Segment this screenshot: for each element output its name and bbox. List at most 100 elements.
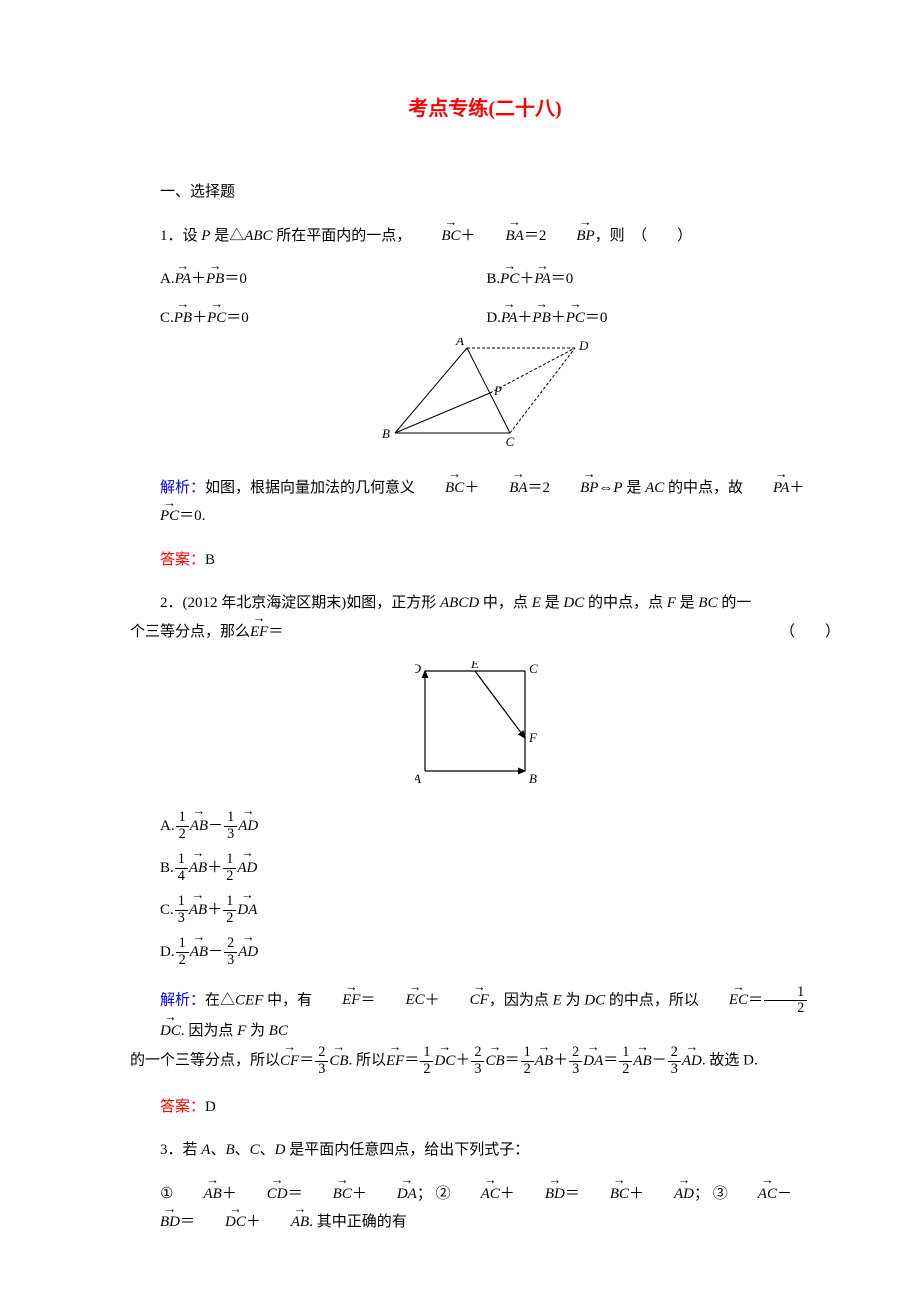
vec: PB — [532, 304, 550, 333]
var: B — [225, 1142, 234, 1158]
tail: ＝0 — [226, 310, 249, 326]
vec: AC — [451, 1180, 500, 1209]
label: B. — [486, 271, 500, 287]
var: P — [613, 480, 622, 496]
vec: AD — [644, 1180, 694, 1209]
plus: ＋ — [352, 1186, 367, 1202]
vec: BD — [130, 1208, 180, 1237]
eq: ＝2 — [528, 480, 551, 496]
q1-option-B: B.PC＋PA＝0 — [486, 265, 573, 294]
plus: ＋ — [192, 310, 207, 326]
vec: AB — [190, 934, 208, 970]
label: C. — [160, 902, 174, 918]
eq: ＝2 — [524, 228, 547, 244]
label: A. — [160, 271, 175, 287]
text: . 故选 D. — [702, 1053, 758, 1069]
vec: BD — [515, 1180, 565, 1209]
q1-option-D: D.PA＋PB＋PC＝0 — [486, 304, 607, 333]
frac: 12 — [176, 810, 189, 842]
vec: PA — [501, 304, 517, 333]
text: 为 — [246, 1023, 269, 1039]
var: BC — [698, 595, 717, 611]
vec: PC — [500, 265, 519, 294]
plus: ＋ — [425, 992, 440, 1008]
q1-option-A: A.PA＋PB＝0 — [160, 265, 486, 294]
answer-value: D — [205, 1099, 216, 1115]
vec: DA — [583, 1047, 603, 1076]
plus: ＋ — [553, 1053, 568, 1069]
vec: PC — [566, 304, 585, 333]
text: 的一个三等分点，所以 — [130, 1053, 280, 1069]
text: 的中点，故 — [664, 480, 743, 496]
vec: EC — [699, 986, 748, 1015]
vec: DC — [130, 1017, 181, 1046]
text: 的一 — [718, 595, 752, 611]
iff: ⇔ — [598, 480, 613, 496]
text: 是 — [541, 595, 564, 611]
frac: 23 — [224, 936, 237, 968]
q1-stem: 1．设 P 是△ABC 所在平面内的一点，BC＋BA＝2BP，则 （ ） — [130, 222, 840, 251]
frac: 12 — [619, 1045, 632, 1077]
answer-label: 答案： — [160, 552, 205, 568]
text: ③ — [713, 1186, 728, 1202]
paren: ，则 （ ） — [595, 228, 693, 244]
text: 是△ — [210, 228, 244, 244]
var: F — [667, 595, 676, 611]
var: DC — [584, 992, 605, 1008]
op: ＋ — [207, 860, 222, 876]
eq: ＝ — [565, 1186, 580, 1202]
q1-solution: 解析：如图，根据向量加法的几何意义BC＋BA＝2BP⇔P 是 AC 的中点，故P… — [130, 474, 840, 531]
vec: PA — [534, 265, 550, 294]
frac: 13 — [224, 810, 237, 842]
vec: AD — [682, 1047, 702, 1076]
vec: CF — [280, 1047, 299, 1076]
var-ABC: ABC — [244, 228, 272, 244]
vec: AB — [261, 1208, 309, 1237]
q2-figure: ABCDEF — [130, 661, 840, 802]
vec: PC — [130, 502, 179, 531]
frac: 23 — [569, 1045, 582, 1077]
text: . 因为点 — [181, 1023, 237, 1039]
plus: ＋ — [789, 480, 804, 496]
var: D — [275, 1142, 286, 1158]
text: 2．(2012 年北京海淀区期末)如图，正方形 — [160, 595, 440, 611]
plus: ＋ — [464, 480, 479, 496]
vec: BP — [550, 474, 598, 503]
svg-text:F: F — [528, 730, 538, 745]
vec: DA — [367, 1180, 417, 1209]
text: 为 — [562, 992, 585, 1008]
eq: ＝ — [505, 1053, 520, 1069]
text: 中，有 — [263, 992, 312, 1008]
svg-text:D: D — [415, 661, 422, 676]
vec: EC — [375, 986, 424, 1015]
minus: － — [777, 1186, 792, 1202]
plus: ＋ — [455, 1053, 470, 1069]
svg-text:E: E — [470, 661, 479, 671]
plus: ＋ — [551, 310, 566, 326]
tail: ＝0. — [179, 508, 205, 524]
vec: CF — [440, 986, 489, 1015]
var: CEF — [235, 992, 263, 1008]
vec-BA: BA — [476, 222, 524, 251]
label: D. — [160, 944, 175, 960]
q1-answer: 答案：B — [130, 546, 840, 575]
op: － — [208, 818, 223, 834]
text: 3．若 — [160, 1142, 201, 1158]
plus: ＋ — [191, 271, 206, 287]
vec: BC — [303, 1180, 352, 1209]
frac: 12 — [521, 1045, 534, 1077]
frac: 14 — [175, 852, 188, 884]
vec: DC — [434, 1047, 455, 1076]
text: 是平面内任意四点，给出下列式子： — [286, 1142, 530, 1158]
plus: ＋ — [246, 1214, 261, 1230]
eq: ＝ — [360, 992, 375, 1008]
vec: BA — [479, 474, 527, 503]
vec: BC — [415, 474, 464, 503]
label: B. — [160, 860, 174, 876]
answer-label: 答案： — [160, 1099, 205, 1115]
frac: 12 — [223, 894, 236, 926]
frac: 12 — [176, 936, 189, 968]
section-heading: 一、选择题 — [130, 178, 840, 207]
eq: ＝ — [404, 1053, 419, 1069]
label: C. — [160, 310, 174, 326]
